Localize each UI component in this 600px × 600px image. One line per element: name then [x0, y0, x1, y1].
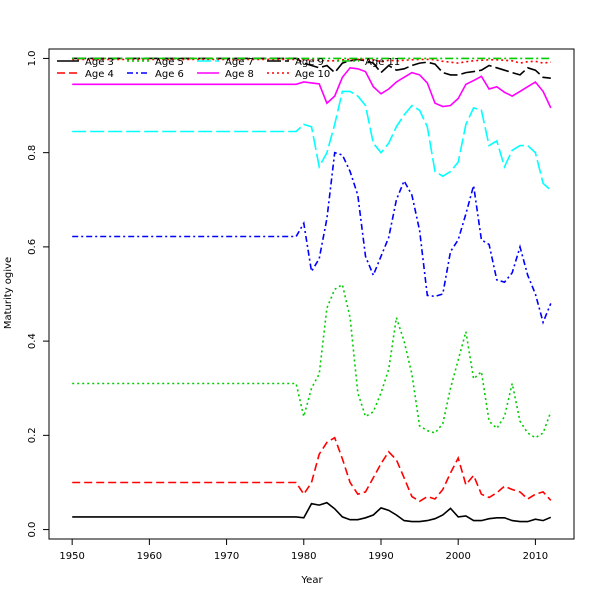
x-axis-label: Year — [300, 575, 323, 586]
series-line-7 — [72, 57, 551, 79]
plot-frame — [48, 48, 575, 540]
series-line-3 — [72, 283, 552, 439]
y-tick-label: 0.6 — [27, 239, 38, 255]
series-line-1 — [72, 501, 552, 523]
series-line-4 — [72, 151, 552, 325]
series-line-2 — [72, 436, 552, 503]
legend-label-5: Age 7 — [225, 57, 254, 68]
x-tick-label: 1950 — [59, 551, 84, 562]
series-layer — [72, 57, 552, 523]
series-line-6 — [72, 66, 552, 109]
legend-label-9: Age 11 — [365, 57, 400, 68]
x-tick-label: 2000 — [445, 551, 470, 562]
legend-label-4: Age 6 — [155, 69, 184, 80]
legend-label-8: Age 10 — [295, 69, 330, 80]
y-tick-label: 0.2 — [27, 427, 38, 443]
legend-label-7: Age 9 — [295, 57, 324, 68]
y-tick-label: 0.8 — [27, 145, 38, 161]
legend-label-3: Age 5 — [155, 57, 184, 68]
x-tick-label: 1970 — [214, 551, 239, 562]
axes-layer: 1950 1960 1970 1980 1990 2000 2010 0.0 0.2 0.4 0.6… — [27, 48, 575, 562]
y-axis-label: Maturity ogive — [3, 257, 14, 329]
x-tick-label: 1990 — [368, 551, 393, 562]
x-tick-label: 2010 — [523, 551, 548, 562]
x-tick-label: 1960 — [137, 551, 162, 562]
legend-label-1: Age 3 — [85, 57, 114, 68]
y-tick-label: 1.0 — [27, 50, 38, 66]
legend-label-6: Age 8 — [225, 69, 254, 80]
series-line-5 — [72, 90, 552, 191]
y-tick-label: 0.4 — [27, 333, 38, 349]
y-tick-label: 0.0 — [27, 522, 38, 538]
x-tick-label: 1980 — [291, 551, 316, 562]
legend-label-2: Age 4 — [85, 69, 114, 80]
